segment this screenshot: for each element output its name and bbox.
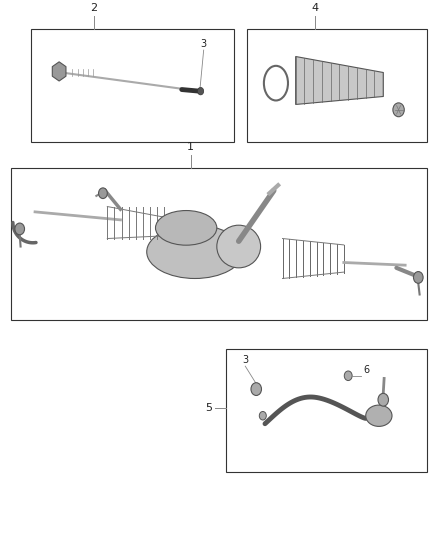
Bar: [226, 349, 427, 472]
Circle shape: [15, 223, 25, 235]
Circle shape: [393, 103, 404, 117]
Circle shape: [99, 188, 107, 199]
Text: 5: 5: [205, 403, 212, 413]
Circle shape: [413, 271, 423, 284]
Ellipse shape: [155, 211, 217, 245]
Circle shape: [259, 411, 266, 420]
Text: 3: 3: [201, 38, 207, 49]
Circle shape: [344, 371, 352, 381]
Text: 4: 4: [312, 3, 319, 13]
Text: 1: 1: [187, 142, 194, 152]
Bar: [247, 29, 427, 142]
Circle shape: [198, 87, 204, 95]
Text: 3: 3: [242, 355, 248, 365]
Bar: [11, 168, 427, 320]
Text: 6: 6: [364, 366, 370, 375]
Bar: [31, 29, 234, 142]
Ellipse shape: [366, 405, 392, 426]
Circle shape: [251, 383, 261, 395]
Ellipse shape: [217, 225, 261, 268]
Polygon shape: [296, 56, 383, 104]
Text: 2: 2: [91, 3, 98, 13]
Ellipse shape: [147, 225, 243, 279]
Circle shape: [378, 393, 389, 406]
